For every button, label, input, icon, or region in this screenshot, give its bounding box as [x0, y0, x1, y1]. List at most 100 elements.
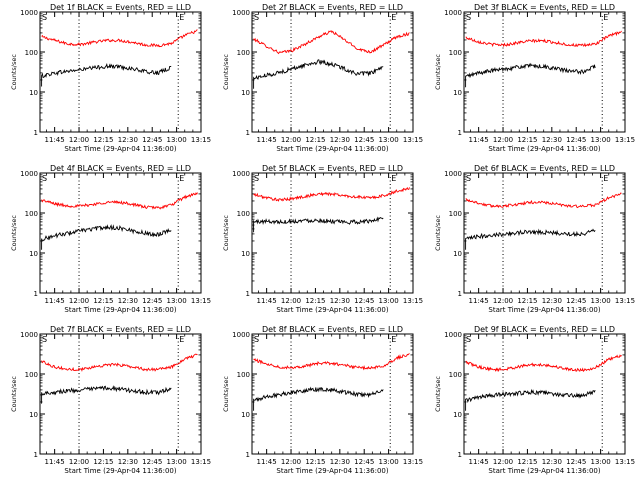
y-tick-label: 1: [34, 290, 38, 298]
x-tick-label: 13:15: [403, 136, 423, 144]
y-tick-label: 100: [25, 210, 38, 218]
x-tick-label: 12:15: [305, 458, 325, 466]
start-marker: S: [466, 335, 471, 344]
x-tick-label: 12:30: [118, 297, 138, 305]
y-axis-label: Counts/sec: [434, 376, 442, 412]
start-marker: S: [466, 13, 471, 22]
x-tick-label: 12:15: [517, 136, 537, 144]
x-tick-label: 12:30: [542, 136, 562, 144]
y-tick-label: 100: [449, 371, 462, 379]
x-tick-label: 12:30: [330, 458, 350, 466]
plot-frame: [463, 11, 626, 133]
x-tick-label: 12:15: [305, 297, 325, 305]
panel-title: Det 1f BLACK = Events, RED = LLD: [50, 3, 191, 12]
x-tick-label: 13:15: [615, 297, 635, 305]
panel-title: Det 8f BLACK = Events, RED = LLD: [262, 325, 403, 334]
x-tick-label: 12:15: [305, 136, 325, 144]
panel-det-2: Det 2f BLACK = Events, RED = LLD 1 10 100 10…: [222, 3, 423, 153]
x-tick-label: 12:15: [93, 458, 113, 466]
end-marker: E: [179, 13, 184, 22]
events-rate-trace: [465, 62, 596, 88]
y-axis-label: Counts/sec: [434, 54, 442, 90]
x-axis-label: Start Time (29-Apr-04 11:36:00): [64, 306, 176, 314]
y-tick-label: 100: [25, 371, 38, 379]
end-marker: E: [603, 335, 608, 344]
events-rate-trace: [253, 59, 384, 89]
start-marker: S: [42, 13, 47, 22]
y-tick-label: 100: [25, 49, 38, 57]
y-axis-label: Counts/sec: [434, 215, 442, 251]
x-tick-label: 12:30: [330, 136, 350, 144]
x-tick-label: 13:00: [379, 136, 399, 144]
x-tick-label: 12:00: [69, 297, 89, 305]
x-tick-label: 11:45: [45, 458, 65, 466]
y-axis-label: Counts/sec: [222, 54, 230, 90]
panel-det-5: Det 5f BLACK = Events, RED = LLD 1 10 100 10…: [222, 164, 423, 314]
y-tick-label: 1: [246, 451, 250, 459]
x-axis-label: Start Time (29-Apr-04 11:36:00): [64, 145, 176, 153]
x-tick-label: 12:45: [354, 136, 374, 144]
x-axis-label: Start Time (29-Apr-04 11:36:00): [488, 145, 600, 153]
x-tick-label: 11:45: [257, 136, 277, 144]
panel-title: Det 5f BLACK = Events, RED = LLD: [262, 164, 403, 173]
x-tick-label: 13:00: [591, 136, 611, 144]
start-marker: S: [42, 335, 47, 344]
plot-frame: [463, 333, 626, 455]
panel-det-1: Det 1f BLACK = Events, RED = LLD 1 10 100 10…: [10, 3, 211, 153]
panel-title: Det 2f BLACK = Events, RED = LLD: [262, 3, 403, 12]
y-tick-label: 1000: [20, 331, 38, 339]
x-tick-label: 12:45: [354, 458, 374, 466]
panel-title: Det 6f BLACK = Events, RED = LLD: [474, 164, 615, 173]
x-tick-label: 13:15: [403, 297, 423, 305]
x-tick-label: 13:00: [379, 297, 399, 305]
y-tick-label: 1: [34, 451, 38, 459]
x-tick-label: 12:45: [142, 136, 162, 144]
y-tick-label: 1: [246, 290, 250, 298]
events-rate-trace: [41, 224, 172, 250]
x-tick-label: 13:00: [167, 136, 187, 144]
x-tick-label: 11:45: [45, 136, 65, 144]
lld-rate-trace: [465, 354, 622, 373]
x-tick-label: 12:15: [93, 136, 113, 144]
start-marker: S: [254, 174, 259, 183]
y-tick-label: 100: [237, 210, 250, 218]
y-axis-label: Counts/sec: [222, 215, 230, 251]
plot-frame: [39, 333, 202, 455]
x-tick-label: 12:30: [118, 136, 138, 144]
panel-det-4: Det 4f BLACK = Events, RED = LLD 1 10 100 10…: [10, 164, 211, 314]
x-tick-label: 13:00: [379, 458, 399, 466]
x-tick-label: 12:30: [542, 458, 562, 466]
x-axis-label: Start Time (29-Apr-04 11:36:00): [276, 467, 388, 475]
x-tick-label: 13:00: [591, 297, 611, 305]
end-marker: E: [391, 335, 396, 344]
end-marker: E: [603, 174, 608, 183]
x-tick-label: 12:30: [330, 297, 350, 305]
x-tick-label: 11:45: [257, 458, 277, 466]
lld-rate-trace: [41, 29, 198, 48]
events-rate-trace: [465, 388, 596, 411]
panel-det-6: Det 6f BLACK = Events, RED = LLD 1 10 100 10…: [434, 164, 635, 314]
x-tick-label: 13:00: [591, 458, 611, 466]
panel-title: Det 3f BLACK = Events, RED = LLD: [474, 3, 615, 12]
y-tick-label: 10: [241, 250, 250, 258]
start-marker: S: [466, 174, 471, 183]
x-tick-label: 12:00: [281, 458, 301, 466]
x-tick-label: 12:15: [93, 297, 113, 305]
plot-frame: [251, 333, 414, 455]
y-tick-label: 10: [241, 411, 250, 419]
x-tick-label: 12:45: [566, 136, 586, 144]
x-tick-label: 11:45: [45, 297, 65, 305]
plot-frame: [251, 11, 414, 133]
y-tick-label: 10: [29, 89, 38, 97]
y-tick-label: 100: [237, 49, 250, 57]
y-tick-label: 10: [453, 250, 462, 258]
panel-det-3: Det 3f BLACK = Events, RED = LLD 1 10 100 10…: [434, 3, 635, 153]
lld-rate-trace: [41, 192, 198, 210]
y-tick-label: 1000: [20, 170, 38, 178]
panel-title: Det 7f BLACK = Events, RED = LLD: [50, 325, 191, 334]
x-tick-label: 13:15: [403, 458, 423, 466]
x-tick-label: 12:30: [542, 297, 562, 305]
lld-rate-trace: [465, 30, 622, 48]
end-marker: E: [603, 13, 608, 22]
